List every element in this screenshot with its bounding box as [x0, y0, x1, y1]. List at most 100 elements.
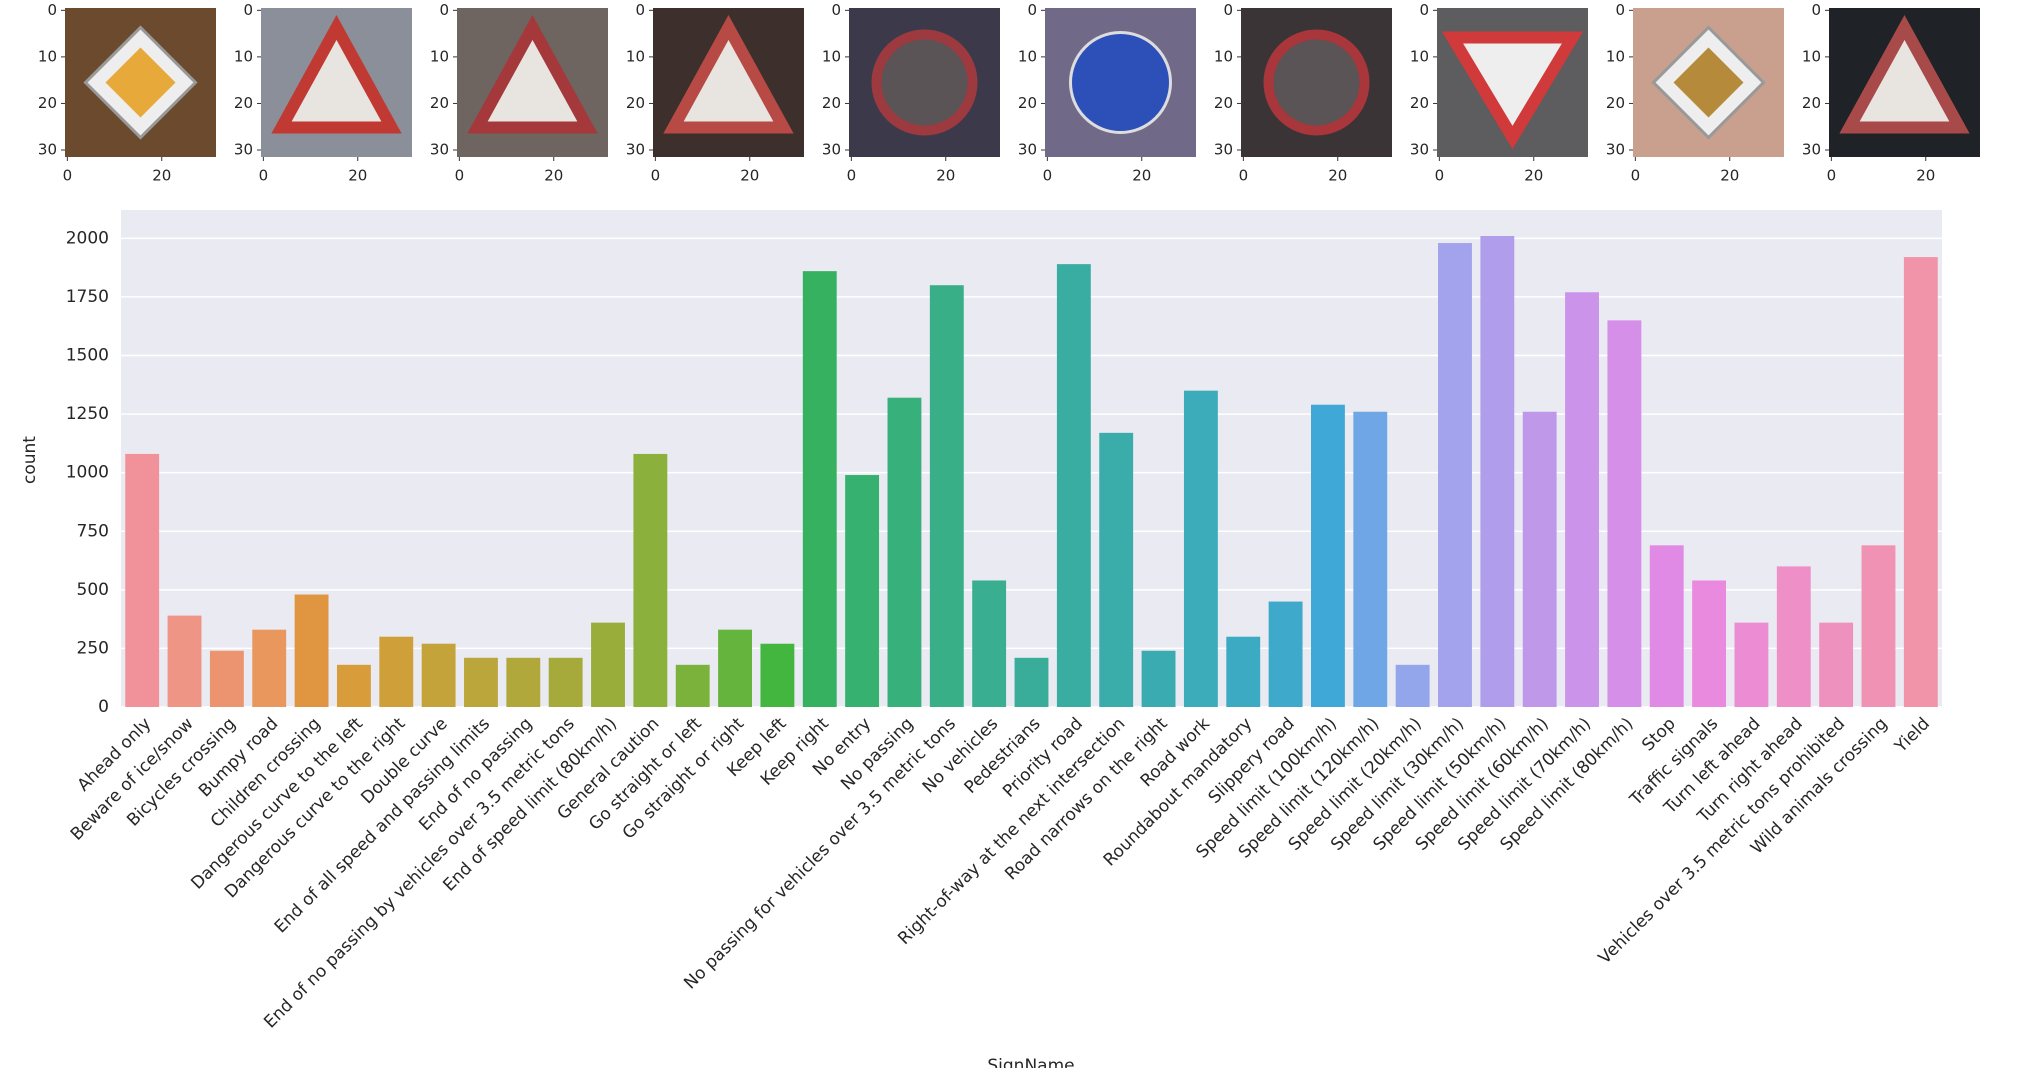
y-tick-label: 30 [822, 141, 841, 159]
x-tick-label: 0 [651, 167, 661, 185]
y-tick-label: 2000 [66, 228, 109, 248]
bar [1311, 404, 1345, 707]
bar [633, 453, 668, 707]
bar [1819, 622, 1854, 707]
y-tick-label: 1250 [66, 404, 109, 424]
x-tick-label: 0 [259, 167, 269, 185]
bar [1438, 243, 1472, 707]
bar [802, 271, 837, 707]
bar [675, 664, 710, 707]
bar [506, 657, 541, 707]
x-axis-label: SignName [987, 1056, 1074, 1068]
y-tick-label: 30 [1018, 141, 1037, 159]
y-tick-label: 20 [822, 94, 841, 112]
bar [1734, 622, 1769, 707]
y-tick-label: 0 [1027, 1, 1037, 19]
y-tick-label: 0 [439, 1, 449, 19]
y-tick-label: 0 [1811, 1, 1821, 19]
bar [421, 643, 456, 707]
y-tick-label: 500 [77, 580, 109, 600]
x-tick-label: 20 [1720, 167, 1739, 185]
y-tick-label: 20 [430, 94, 449, 112]
y-tick-label: 20 [626, 94, 645, 112]
y-tick-label: 20 [234, 94, 253, 112]
bar [1861, 545, 1896, 707]
x-tick-label: 0 [63, 167, 73, 185]
y-tick-label: 10 [1214, 47, 1233, 65]
x-tick-label: 20 [348, 167, 367, 185]
bar [1056, 264, 1091, 707]
bar [845, 475, 880, 707]
bar [1183, 390, 1218, 707]
sign-shape [271, 15, 402, 134]
y-tick-label: 30 [1802, 141, 1821, 159]
y-tick-label: 30 [234, 141, 253, 159]
y-tick-label: 750 [77, 521, 109, 541]
y-tick-label: 20 [38, 94, 57, 112]
bar [972, 580, 1007, 707]
y-tick-label: 20 [1606, 94, 1625, 112]
bar [1226, 636, 1261, 707]
y-tick-label: 0 [47, 1, 57, 19]
bar [1141, 650, 1176, 707]
sign-shape [1441, 31, 1584, 150]
y-tick-label: 10 [1802, 47, 1821, 65]
y-tick-label: 10 [1606, 47, 1625, 65]
bar [591, 622, 625, 707]
bar [336, 664, 371, 707]
x-tick-label: 0 [1631, 167, 1641, 185]
y-tick-label: 20 [1410, 94, 1429, 112]
y-tick-label: 10 [626, 47, 645, 65]
bar [294, 594, 329, 707]
sign-shape [663, 15, 794, 134]
y-tick-label: 30 [1214, 141, 1233, 159]
x-tick-label: 20 [1132, 167, 1151, 185]
y-tick-label: 30 [1410, 141, 1429, 159]
sign-shape [105, 47, 176, 118]
y-tick-label: 1750 [66, 287, 109, 307]
bar [1099, 432, 1134, 707]
x-tick-label: 20 [1524, 167, 1543, 185]
bar [252, 629, 287, 707]
bar [1014, 657, 1049, 707]
x-tick-label: 20 [936, 167, 955, 185]
y-tick-label: 1000 [66, 463, 109, 483]
x-tick-label: 20 [1916, 167, 1935, 185]
bar [464, 657, 498, 707]
bar [548, 657, 583, 707]
y-tick-label: 250 [77, 638, 109, 658]
y-tick-label: 0 [831, 1, 841, 19]
bar [379, 636, 414, 707]
x-tick-label: 0 [847, 167, 857, 185]
x-tick-label: 20 [544, 167, 563, 185]
x-tick-label: 0 [1043, 167, 1053, 185]
sign-shape [871, 29, 978, 136]
bar [1903, 257, 1938, 707]
bar [1395, 664, 1430, 707]
bar [1353, 411, 1388, 707]
bar [718, 629, 752, 707]
y-tick-label: 0 [1419, 1, 1429, 19]
y-axis-label: count [20, 436, 40, 484]
y-tick-label: 30 [1606, 141, 1625, 159]
x-tick-label: 0 [1827, 167, 1837, 185]
x-tick-label: 0 [1239, 167, 1249, 185]
y-tick-label: 20 [1214, 94, 1233, 112]
sign-shape [1673, 47, 1744, 118]
bar [1649, 545, 1684, 707]
y-tick-label: 0 [635, 1, 645, 19]
bar [209, 650, 244, 707]
y-tick-label: 10 [1018, 47, 1037, 65]
y-tick-label: 0 [1615, 1, 1625, 19]
bar [929, 285, 964, 707]
x-tick-label: 0 [1435, 167, 1445, 185]
sign-shape [467, 15, 598, 134]
bar [887, 397, 922, 707]
sign-shape [1069, 31, 1172, 134]
sign-shape [1263, 29, 1370, 136]
sign-shape [1839, 15, 1970, 134]
y-tick-label: 10 [822, 47, 841, 65]
y-tick-label: 0 [243, 1, 253, 19]
y-tick-label: 10 [234, 47, 253, 65]
bar [125, 453, 160, 707]
